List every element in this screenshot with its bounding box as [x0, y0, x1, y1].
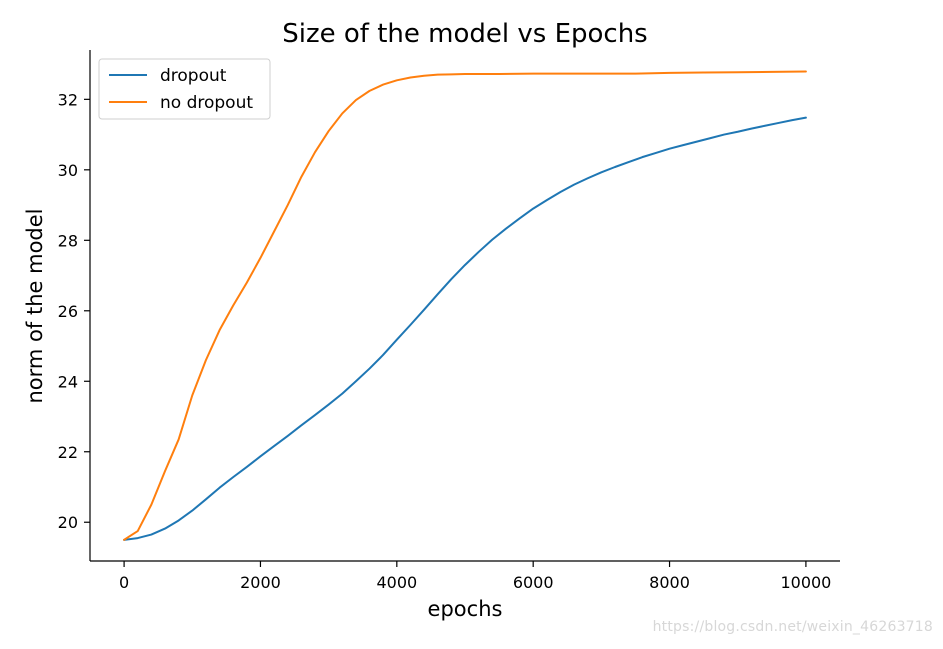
- x-tick-label: 6000: [513, 573, 554, 592]
- y-tick-label: 32: [58, 90, 78, 109]
- plot-area: 0 2000 4000 6000 8000 10000 20 22 24 26 28 30 32: [58, 50, 840, 592]
- y-tick-label: 24: [58, 372, 78, 391]
- x-tick-label: 0: [119, 573, 129, 592]
- series-line-no-dropout: [123, 70, 807, 541]
- y-tick-label: 26: [58, 302, 78, 321]
- y-tick-label: 30: [58, 161, 78, 180]
- y-tick-label: 28: [58, 231, 78, 250]
- legend-label-no-dropout: no dropout: [160, 93, 253, 113]
- y-tick-label: 20: [58, 513, 78, 532]
- y-axis-label: norm of the model: [23, 209, 47, 404]
- x-tick-label: 4000: [376, 573, 417, 592]
- series-line-dropout: [123, 116, 807, 541]
- x-tick-label: 2000: [240, 573, 281, 592]
- x-tick-label: 10000: [780, 573, 831, 592]
- watermark: https://blog.csdn.net/weixin_46263718: [652, 619, 933, 635]
- y-tick-label: 22: [58, 443, 78, 462]
- x-axis-label: epochs: [428, 597, 503, 621]
- chart-title: Size of the model vs Epochs: [282, 19, 647, 49]
- legend: dropout no dropout: [98, 58, 271, 120]
- x-tick-label: 8000: [649, 573, 690, 592]
- legend-label-dropout: dropout: [160, 66, 227, 86]
